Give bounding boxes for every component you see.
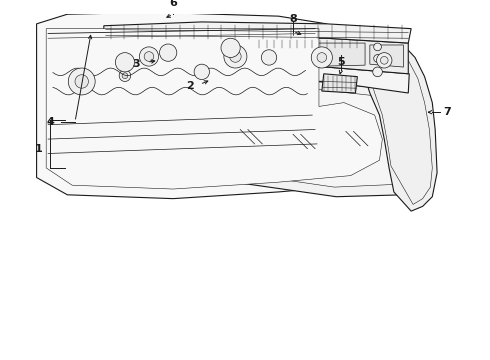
Polygon shape [46, 29, 382, 189]
Polygon shape [293, 33, 319, 51]
Circle shape [381, 59, 387, 65]
Polygon shape [104, 22, 411, 43]
Circle shape [221, 38, 240, 58]
Circle shape [119, 70, 131, 81]
Polygon shape [106, 36, 408, 74]
Text: 7: 7 [443, 107, 451, 117]
Polygon shape [115, 45, 187, 68]
Text: 3: 3 [133, 59, 140, 69]
Circle shape [68, 68, 95, 95]
Circle shape [115, 53, 135, 72]
Circle shape [380, 57, 388, 64]
Polygon shape [366, 38, 432, 204]
Circle shape [139, 47, 159, 66]
Polygon shape [322, 74, 357, 93]
Circle shape [144, 52, 154, 61]
Circle shape [230, 51, 241, 62]
Circle shape [194, 64, 209, 80]
Circle shape [377, 53, 392, 68]
Polygon shape [113, 72, 118, 81]
Polygon shape [257, 39, 359, 49]
Text: 2: 2 [186, 81, 194, 91]
Polygon shape [192, 43, 279, 67]
Polygon shape [106, 41, 120, 70]
Polygon shape [101, 84, 418, 187]
Polygon shape [283, 43, 365, 67]
Text: 6: 6 [169, 0, 177, 8]
Text: 5: 5 [337, 57, 345, 67]
Polygon shape [360, 32, 437, 211]
Text: 4: 4 [46, 117, 54, 127]
Polygon shape [370, 45, 403, 67]
Circle shape [224, 45, 247, 68]
Polygon shape [37, 12, 394, 199]
Circle shape [317, 53, 327, 62]
Polygon shape [106, 64, 409, 93]
Circle shape [373, 67, 382, 77]
Text: 1: 1 [35, 144, 42, 154]
Polygon shape [87, 77, 427, 197]
Circle shape [374, 55, 381, 62]
Circle shape [374, 43, 381, 51]
Circle shape [261, 50, 277, 65]
Text: 8: 8 [289, 14, 297, 24]
Circle shape [122, 73, 128, 78]
Circle shape [311, 47, 332, 68]
Polygon shape [248, 35, 369, 53]
Circle shape [75, 75, 89, 88]
Circle shape [160, 44, 177, 61]
